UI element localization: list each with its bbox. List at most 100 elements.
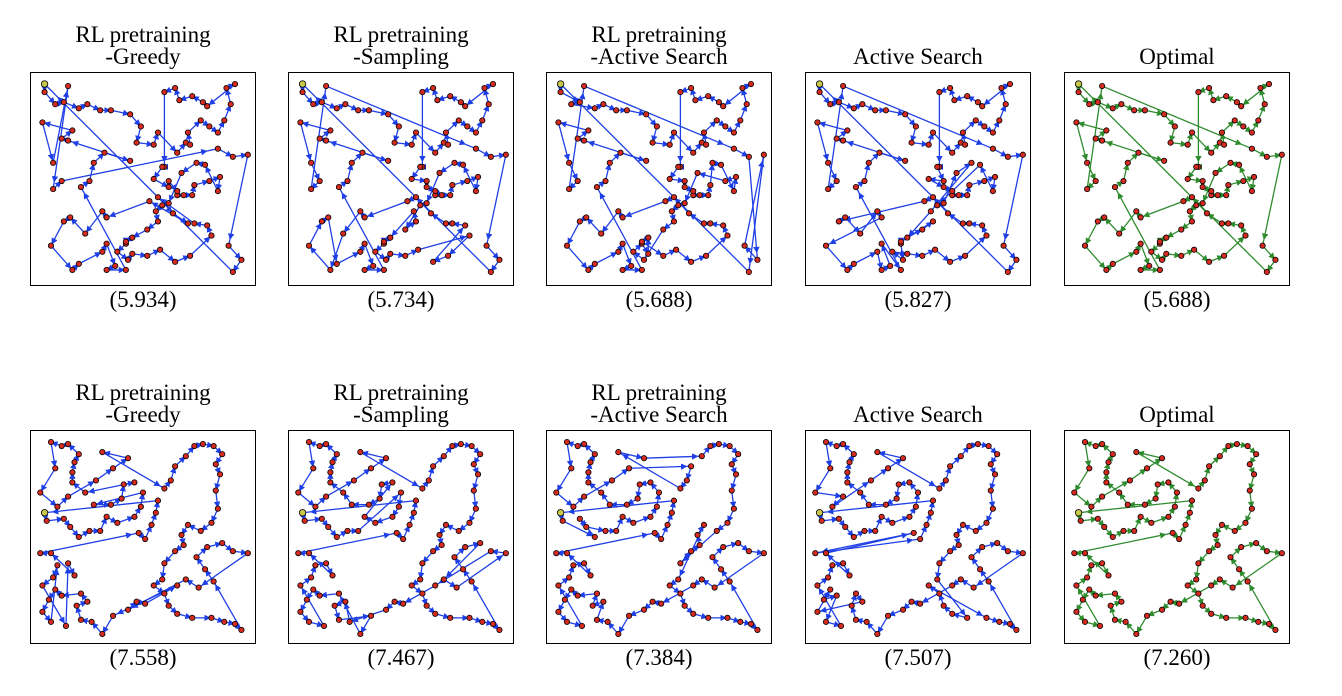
city-node bbox=[382, 606, 390, 613]
city-node bbox=[557, 89, 564, 96]
city-node bbox=[966, 181, 973, 189]
city-node bbox=[726, 442, 733, 450]
city-node bbox=[852, 184, 860, 191]
city-node bbox=[1208, 149, 1215, 156]
city-node bbox=[912, 503, 919, 510]
tour-edge bbox=[1077, 587, 1101, 627]
city-node bbox=[165, 200, 172, 207]
city-node bbox=[934, 576, 941, 583]
city-node bbox=[1233, 440, 1240, 448]
tour-edge bbox=[815, 491, 842, 499]
city-node bbox=[1120, 527, 1127, 535]
city-node bbox=[103, 513, 110, 520]
city-node bbox=[180, 192, 187, 199]
city-node bbox=[703, 252, 710, 259]
city-node bbox=[417, 202, 424, 209]
city-node bbox=[677, 590, 684, 597]
city-node bbox=[129, 250, 136, 257]
city-node bbox=[447, 614, 454, 621]
city-node bbox=[1161, 111, 1168, 118]
city-node bbox=[872, 107, 879, 114]
city-node bbox=[906, 479, 913, 486]
city-node bbox=[732, 471, 740, 478]
city-node bbox=[936, 89, 943, 96]
city-node bbox=[994, 451, 1001, 458]
city-node bbox=[861, 177, 868, 185]
city-node bbox=[677, 485, 684, 492]
city-node bbox=[822, 242, 830, 249]
city-node bbox=[698, 576, 705, 583]
city-node bbox=[487, 268, 494, 276]
city-node bbox=[206, 123, 213, 130]
city-node bbox=[625, 465, 633, 472]
tour-edge bbox=[70, 218, 86, 235]
city-node bbox=[201, 566, 209, 573]
city-node bbox=[747, 620, 755, 627]
city-node bbox=[382, 256, 390, 263]
tour-edge bbox=[1084, 441, 1092, 468]
city-node bbox=[602, 177, 609, 185]
city-node bbox=[940, 184, 947, 191]
city-node bbox=[447, 192, 454, 199]
city-node bbox=[402, 252, 409, 259]
city-node bbox=[201, 161, 209, 168]
city-node bbox=[711, 584, 718, 591]
city-node bbox=[707, 442, 714, 450]
city-node bbox=[861, 527, 868, 535]
city-node bbox=[1004, 153, 1011, 160]
city-node bbox=[178, 531, 185, 539]
city-node bbox=[1216, 576, 1223, 583]
city-node bbox=[107, 107, 114, 114]
tour-edge bbox=[976, 552, 1024, 586]
city-node bbox=[477, 451, 484, 458]
city-node bbox=[688, 548, 695, 555]
tour-edge bbox=[1104, 218, 1120, 235]
city-node bbox=[739, 84, 746, 92]
city-node bbox=[135, 529, 142, 537]
city-node bbox=[574, 135, 581, 142]
city-node bbox=[942, 477, 949, 484]
city-node bbox=[489, 80, 497, 88]
city-node bbox=[833, 442, 840, 450]
city-node bbox=[50, 159, 57, 166]
city-node bbox=[449, 220, 456, 227]
city-node bbox=[432, 149, 439, 156]
city-node bbox=[395, 503, 402, 510]
city-node bbox=[1261, 101, 1268, 108]
city-node bbox=[137, 503, 144, 510]
city-node bbox=[829, 503, 836, 510]
tour-svg bbox=[814, 80, 1026, 276]
city-node bbox=[1124, 501, 1131, 508]
city-node bbox=[127, 111, 134, 118]
tour-edge bbox=[717, 552, 765, 586]
city-node bbox=[1203, 210, 1211, 217]
city-node bbox=[430, 84, 437, 92]
city-node bbox=[566, 159, 573, 166]
city-node bbox=[1231, 117, 1238, 124]
city-node bbox=[103, 240, 110, 247]
panel-title-line: Active Search bbox=[853, 402, 983, 427]
tour-edge bbox=[301, 587, 325, 627]
city-node bbox=[585, 469, 592, 476]
city-node bbox=[962, 252, 969, 259]
city-node bbox=[840, 560, 847, 567]
city-node bbox=[867, 477, 874, 484]
city-node bbox=[223, 84, 230, 92]
city-node bbox=[598, 230, 605, 237]
tour-edge bbox=[308, 441, 316, 468]
city-node bbox=[741, 242, 748, 249]
city-node bbox=[1141, 501, 1148, 508]
city-node bbox=[462, 222, 469, 229]
city-node bbox=[447, 93, 454, 100]
city-node bbox=[1094, 99, 1101, 106]
city-node bbox=[1126, 477, 1133, 484]
panel-title: RL pretraining -Active Search bbox=[509, 23, 809, 68]
city-node bbox=[161, 560, 168, 567]
city-node bbox=[1238, 103, 1245, 110]
city-node bbox=[1137, 214, 1144, 221]
city-node bbox=[555, 608, 562, 615]
city-node bbox=[566, 574, 573, 581]
city-node bbox=[69, 266, 76, 274]
tour-edge bbox=[485, 154, 507, 240]
city-node bbox=[60, 99, 67, 106]
